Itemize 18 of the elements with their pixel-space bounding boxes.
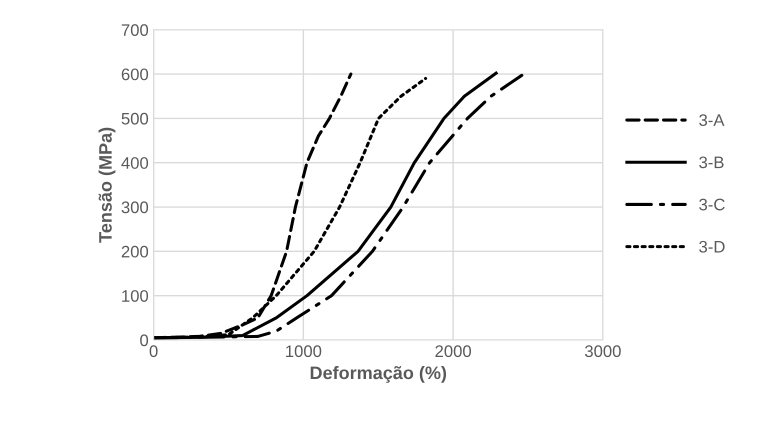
y-tick-label: 200 xyxy=(122,246,148,258)
x-axis-title: Deformação (%) xyxy=(310,366,446,383)
y-tick-label: 700 xyxy=(122,24,148,36)
y-tick-label: 600 xyxy=(122,68,148,80)
x-tick-label: 1000 xyxy=(286,345,322,358)
y-axis-title: Tensão (MPa) xyxy=(98,128,116,243)
y-tick-label: 0 xyxy=(140,334,148,346)
legend-label: 3-B xyxy=(699,156,724,168)
y-tick-label: 400 xyxy=(121,157,148,169)
legend-label: 3-A xyxy=(699,114,724,126)
legend-label: 3-D xyxy=(699,240,725,253)
x-tick-label: 3000 xyxy=(584,345,621,358)
x-tick-label: 2000 xyxy=(435,345,472,358)
x-tick-label: 0 xyxy=(150,345,158,358)
y-tick-label: 100 xyxy=(122,290,148,302)
y-tick-label: 500 xyxy=(122,112,148,125)
legend-label: 3-C xyxy=(699,198,725,210)
y-tick-label: 300 xyxy=(122,201,148,214)
